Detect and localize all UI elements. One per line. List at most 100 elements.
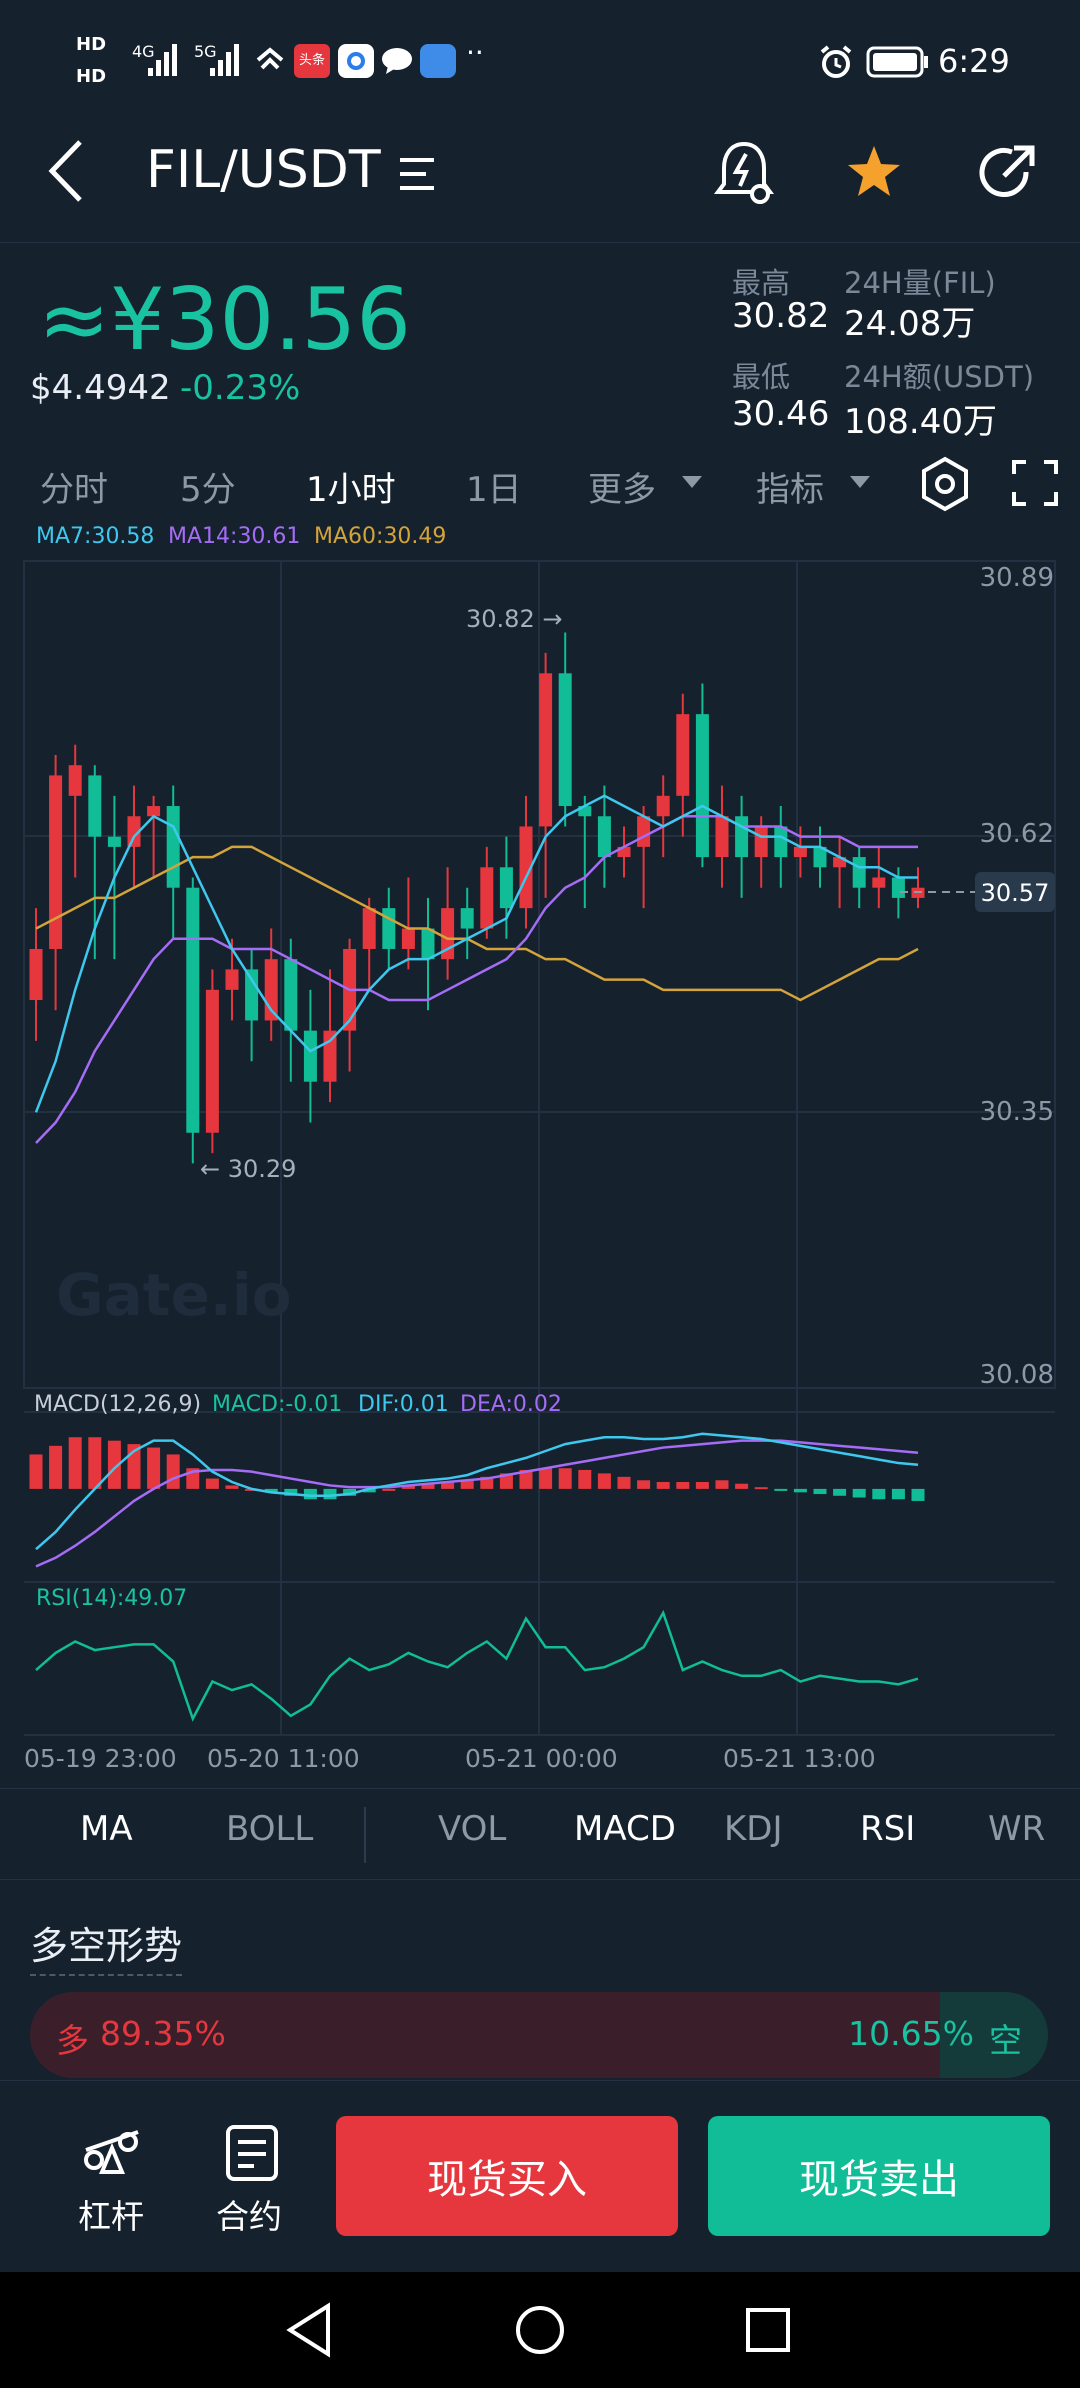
tab-5min[interactable]: 5分 xyxy=(180,470,236,510)
tab-vol[interactable]: VOL xyxy=(438,1809,507,1849)
candle-body xyxy=(166,806,180,888)
nav-home-icon[interactable] xyxy=(514,2304,566,2356)
chart-settings-icon[interactable] xyxy=(920,456,970,512)
indicator-dropdown-icon[interactable] xyxy=(848,474,872,490)
macd-bar xyxy=(872,1488,886,1500)
tab-1hour[interactable]: 1小时 xyxy=(306,470,396,510)
tab-ma[interactable]: MA xyxy=(80,1809,133,1849)
candle-body xyxy=(225,969,239,990)
tab-macd[interactable]: MACD xyxy=(574,1809,676,1849)
app-globe-icon xyxy=(420,44,456,78)
candle-body xyxy=(107,836,121,847)
price-change: -0.23% xyxy=(180,368,301,408)
macd-params: MACD(12,26,9) xyxy=(34,1392,201,1417)
header: FIL/USDT xyxy=(0,124,1080,243)
candle-body xyxy=(578,806,592,817)
back-icon[interactable] xyxy=(44,136,88,206)
candle-body xyxy=(676,714,690,796)
tab-rsi[interactable]: RSI xyxy=(860,1809,916,1849)
candle-body xyxy=(68,765,82,796)
macd-bar xyxy=(793,1488,807,1493)
macd-bar xyxy=(852,1488,866,1498)
contract-icon[interactable] xyxy=(224,2124,280,2182)
macd-bar xyxy=(578,1469,592,1489)
macd-bar xyxy=(833,1488,847,1496)
rsi-legend: RSI(14):49.07 xyxy=(36,1586,187,1611)
nav-back-icon[interactable] xyxy=(284,2302,334,2358)
candle-body xyxy=(186,887,200,1133)
network-4g: 4G xyxy=(132,42,155,61)
macd-bar xyxy=(421,1483,435,1489)
candle-body xyxy=(813,846,827,868)
short-percent: 10.65% xyxy=(848,2014,974,2053)
fullscreen-icon[interactable] xyxy=(1012,460,1058,506)
macd-bar xyxy=(597,1473,611,1489)
favorite-star-icon[interactable] xyxy=(844,142,904,202)
volume-value: 24.08万 xyxy=(844,304,976,344)
x-label-2: 05-20 11:00 xyxy=(207,1744,360,1773)
battery-icon xyxy=(866,46,928,78)
candle-body xyxy=(245,969,259,1021)
candle-body xyxy=(49,775,63,949)
candle-body xyxy=(735,816,749,858)
last-price-cny: ≈¥30.56 xyxy=(38,270,411,370)
price-alert-icon[interactable] xyxy=(712,138,776,208)
contract-label[interactable]: 合约 xyxy=(216,2197,282,2236)
candle-body xyxy=(480,867,494,929)
signal-icon-2 xyxy=(210,44,239,76)
network-5g: 5G xyxy=(194,42,217,61)
more-dropdown-icon[interactable] xyxy=(680,474,704,490)
macd-bar xyxy=(323,1488,337,1500)
macd-layer xyxy=(29,1432,925,1568)
tab-divider xyxy=(364,1807,366,1863)
leverage-label[interactable]: 杠杆 xyxy=(78,2197,144,2236)
macd-bar xyxy=(519,1469,533,1489)
rsi-line xyxy=(35,1609,919,1722)
long-short-bar: 多 89.35% 10.65% 空 xyxy=(30,1992,1048,2078)
ma60-legend: MA60:30.49 xyxy=(314,524,446,549)
macd-bar xyxy=(284,1488,298,1496)
tab-timeline[interactable]: 分时 xyxy=(40,470,108,510)
tab-boll[interactable]: BOLL xyxy=(226,1809,314,1849)
chart-grid xyxy=(23,560,1056,1736)
ma7-legend: MA7:30.58 xyxy=(36,524,154,549)
share-icon[interactable] xyxy=(974,142,1038,206)
indicator-tabs: MA BOLL VOL MACD KDJ RSI WR xyxy=(0,1788,1080,1880)
tab-more[interactable]: 更多 xyxy=(588,470,656,510)
x-label-3: 05-21 00:00 xyxy=(465,1744,618,1773)
signal-icon xyxy=(148,44,177,76)
macd-bar xyxy=(68,1437,82,1489)
macd-bar xyxy=(49,1445,63,1489)
amount-label: 24H额(USDT) xyxy=(844,360,1035,394)
tab-kdj[interactable]: KDJ xyxy=(724,1809,783,1849)
macd-bar xyxy=(88,1437,102,1489)
leverage-icon[interactable] xyxy=(80,2120,146,2176)
candles-layer xyxy=(29,632,925,1164)
candle-body xyxy=(29,948,43,1001)
macd-bar xyxy=(382,1488,396,1491)
y-label-top: 30.89 xyxy=(980,563,1054,593)
hd-indicator-1: HD xyxy=(76,34,107,55)
spot-buy-button[interactable]: 现货买入 xyxy=(336,2116,678,2236)
spot-sell-button[interactable]: 现货卖出 xyxy=(708,2116,1050,2236)
app-news-icon: 头条 xyxy=(294,44,330,78)
long-percent: 89.35% xyxy=(100,2014,226,2053)
nav-recents-icon[interactable] xyxy=(744,2306,792,2354)
macd-bar xyxy=(539,1468,553,1489)
candle-body xyxy=(597,816,611,858)
pair-title[interactable]: FIL/USDT xyxy=(146,140,381,200)
low-label: 最低 xyxy=(732,360,791,394)
macd-bar xyxy=(362,1488,376,1493)
kline-chart[interactable]: MA7:30.58 MA14:30.61 MA60:30.49 30.89 30… xyxy=(0,515,1080,1777)
wifi-icon xyxy=(256,47,284,70)
tab-1day[interactable]: 1日 xyxy=(466,470,522,510)
tab-indicator[interactable]: 指标 xyxy=(756,470,824,510)
tab-wr[interactable]: WR xyxy=(988,1809,1046,1849)
dea-value: DEA:0.02 xyxy=(460,1392,562,1417)
candle-body xyxy=(362,908,376,949)
macd-bar xyxy=(617,1476,631,1489)
last-price-usd: $4.4942 xyxy=(30,368,171,408)
candle-body xyxy=(539,673,553,827)
pair-switch-icon[interactable] xyxy=(398,154,438,194)
candle-body xyxy=(401,928,415,949)
